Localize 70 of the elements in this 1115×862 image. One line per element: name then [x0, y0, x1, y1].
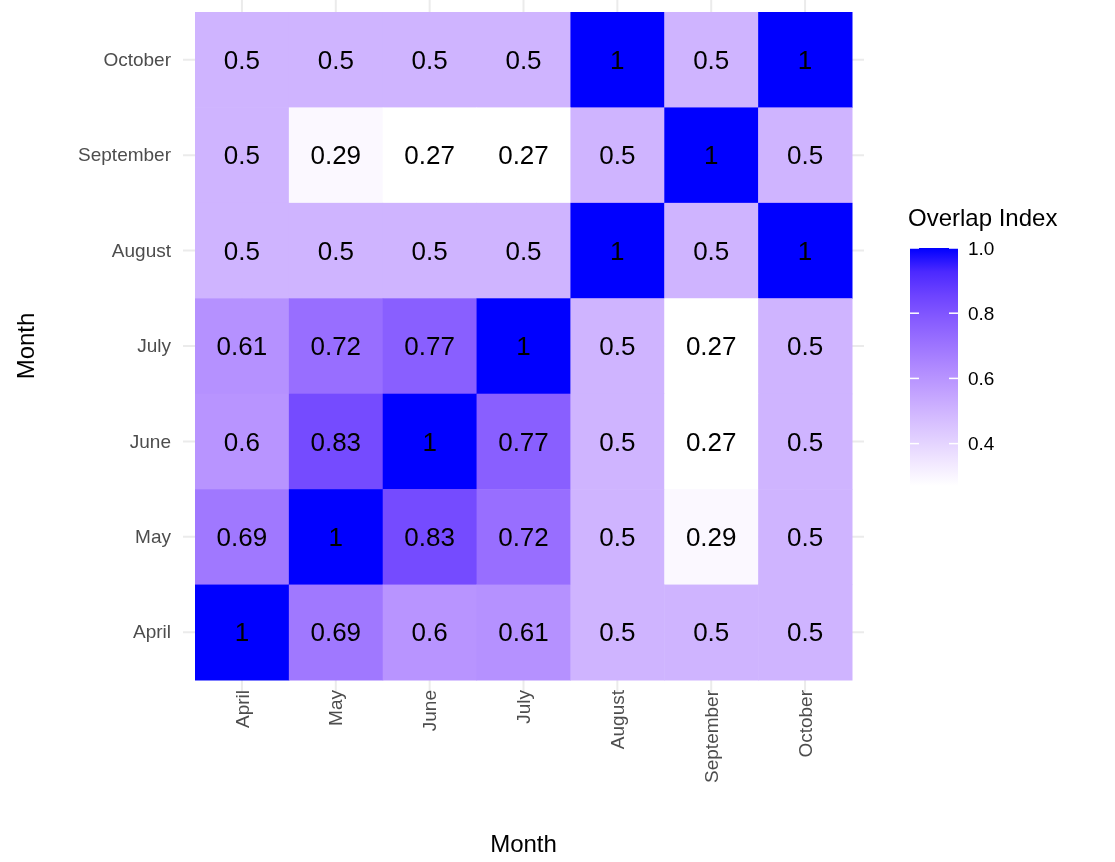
data-label: 0.5	[693, 44, 730, 75]
data-label: 1	[610, 44, 625, 75]
color-bar-label: 0.6	[968, 368, 995, 390]
data-label: 0.5	[223, 140, 261, 171]
data-label: 0.5	[411, 44, 448, 75]
data-label: 0.6	[223, 426, 261, 457]
data-label: 0.77	[498, 426, 549, 457]
y-tick-label: April	[132, 621, 171, 643]
data-label: 1	[797, 44, 813, 75]
data-label: 1	[610, 235, 625, 266]
data-label: 0.61	[498, 617, 549, 648]
data-label: 0.5	[786, 331, 824, 362]
color-bar-label: 0.8	[968, 302, 995, 324]
data-label: 0.5	[786, 426, 824, 457]
data-label: 0.29	[685, 521, 737, 552]
data-label: 1	[797, 235, 813, 266]
x-tick-label: May	[325, 689, 347, 726]
data-label: 0.5	[223, 235, 261, 266]
data-label: 0.5	[693, 235, 730, 266]
y-tick-label: June	[129, 430, 171, 452]
y-tick-label: October	[103, 48, 172, 70]
x-tick-label: August	[607, 689, 629, 750]
x-tick-label: July	[513, 689, 535, 724]
data-label: 0.69	[310, 617, 362, 648]
y-tick-label: July	[137, 335, 172, 357]
data-label: 0.83	[404, 521, 455, 552]
data-label: 0.5	[693, 617, 730, 648]
x-tick-label: April	[231, 690, 253, 729]
y-tick-label: August	[111, 239, 172, 261]
data-label: 0.61	[216, 331, 268, 362]
data-label: 0.27	[404, 140, 455, 171]
data-label: 0.27	[685, 426, 737, 457]
data-label: 0.5	[599, 426, 636, 457]
data-label: 1	[422, 426, 437, 457]
color-bar-label: 0.4	[968, 433, 995, 455]
data-label: 0.72	[498, 521, 549, 552]
data-label: 0.6	[411, 617, 448, 648]
data-label: 1	[703, 140, 719, 171]
data-label: 1	[234, 617, 250, 648]
data-label: 0.5	[599, 617, 636, 648]
legend-title: Overlap Index	[908, 204, 1058, 231]
color-bar-label: 1.0	[968, 237, 995, 259]
data-label: 0.5	[786, 140, 824, 171]
data-label: 0.83	[310, 426, 362, 457]
data-label: 1	[516, 331, 531, 362]
y-tick-label: May	[135, 525, 172, 547]
data-label: 0.5	[317, 235, 354, 266]
y-tick-label: September	[78, 144, 172, 166]
data-label: 0.5	[505, 44, 542, 75]
data-label: 0.5	[505, 235, 542, 266]
x-tick-label: September	[700, 689, 722, 783]
data-label: 0.77	[404, 331, 455, 362]
data-label: 0.5	[599, 140, 636, 171]
data-label: 0.69	[216, 521, 268, 552]
x-tick-label: June	[419, 690, 441, 732]
data-label: 0.72	[310, 331, 362, 362]
data-label: 0.27	[685, 331, 737, 362]
data-label: 1	[328, 521, 344, 552]
data-label: 0.5	[786, 617, 824, 648]
y-axis-title: Month	[12, 312, 39, 380]
data-label: 0.5	[786, 521, 824, 552]
data-label: 0.5	[599, 521, 636, 552]
data-label: 0.5	[599, 331, 636, 362]
x-axis-title: Month	[490, 830, 557, 857]
data-label: 0.27	[498, 140, 549, 171]
data-label: 0.5	[223, 44, 261, 75]
data-label: 0.5	[317, 44, 354, 75]
x-tick-label: October	[794, 689, 816, 758]
data-label: 0.29	[310, 140, 362, 171]
data-label: 0.5	[411, 235, 448, 266]
